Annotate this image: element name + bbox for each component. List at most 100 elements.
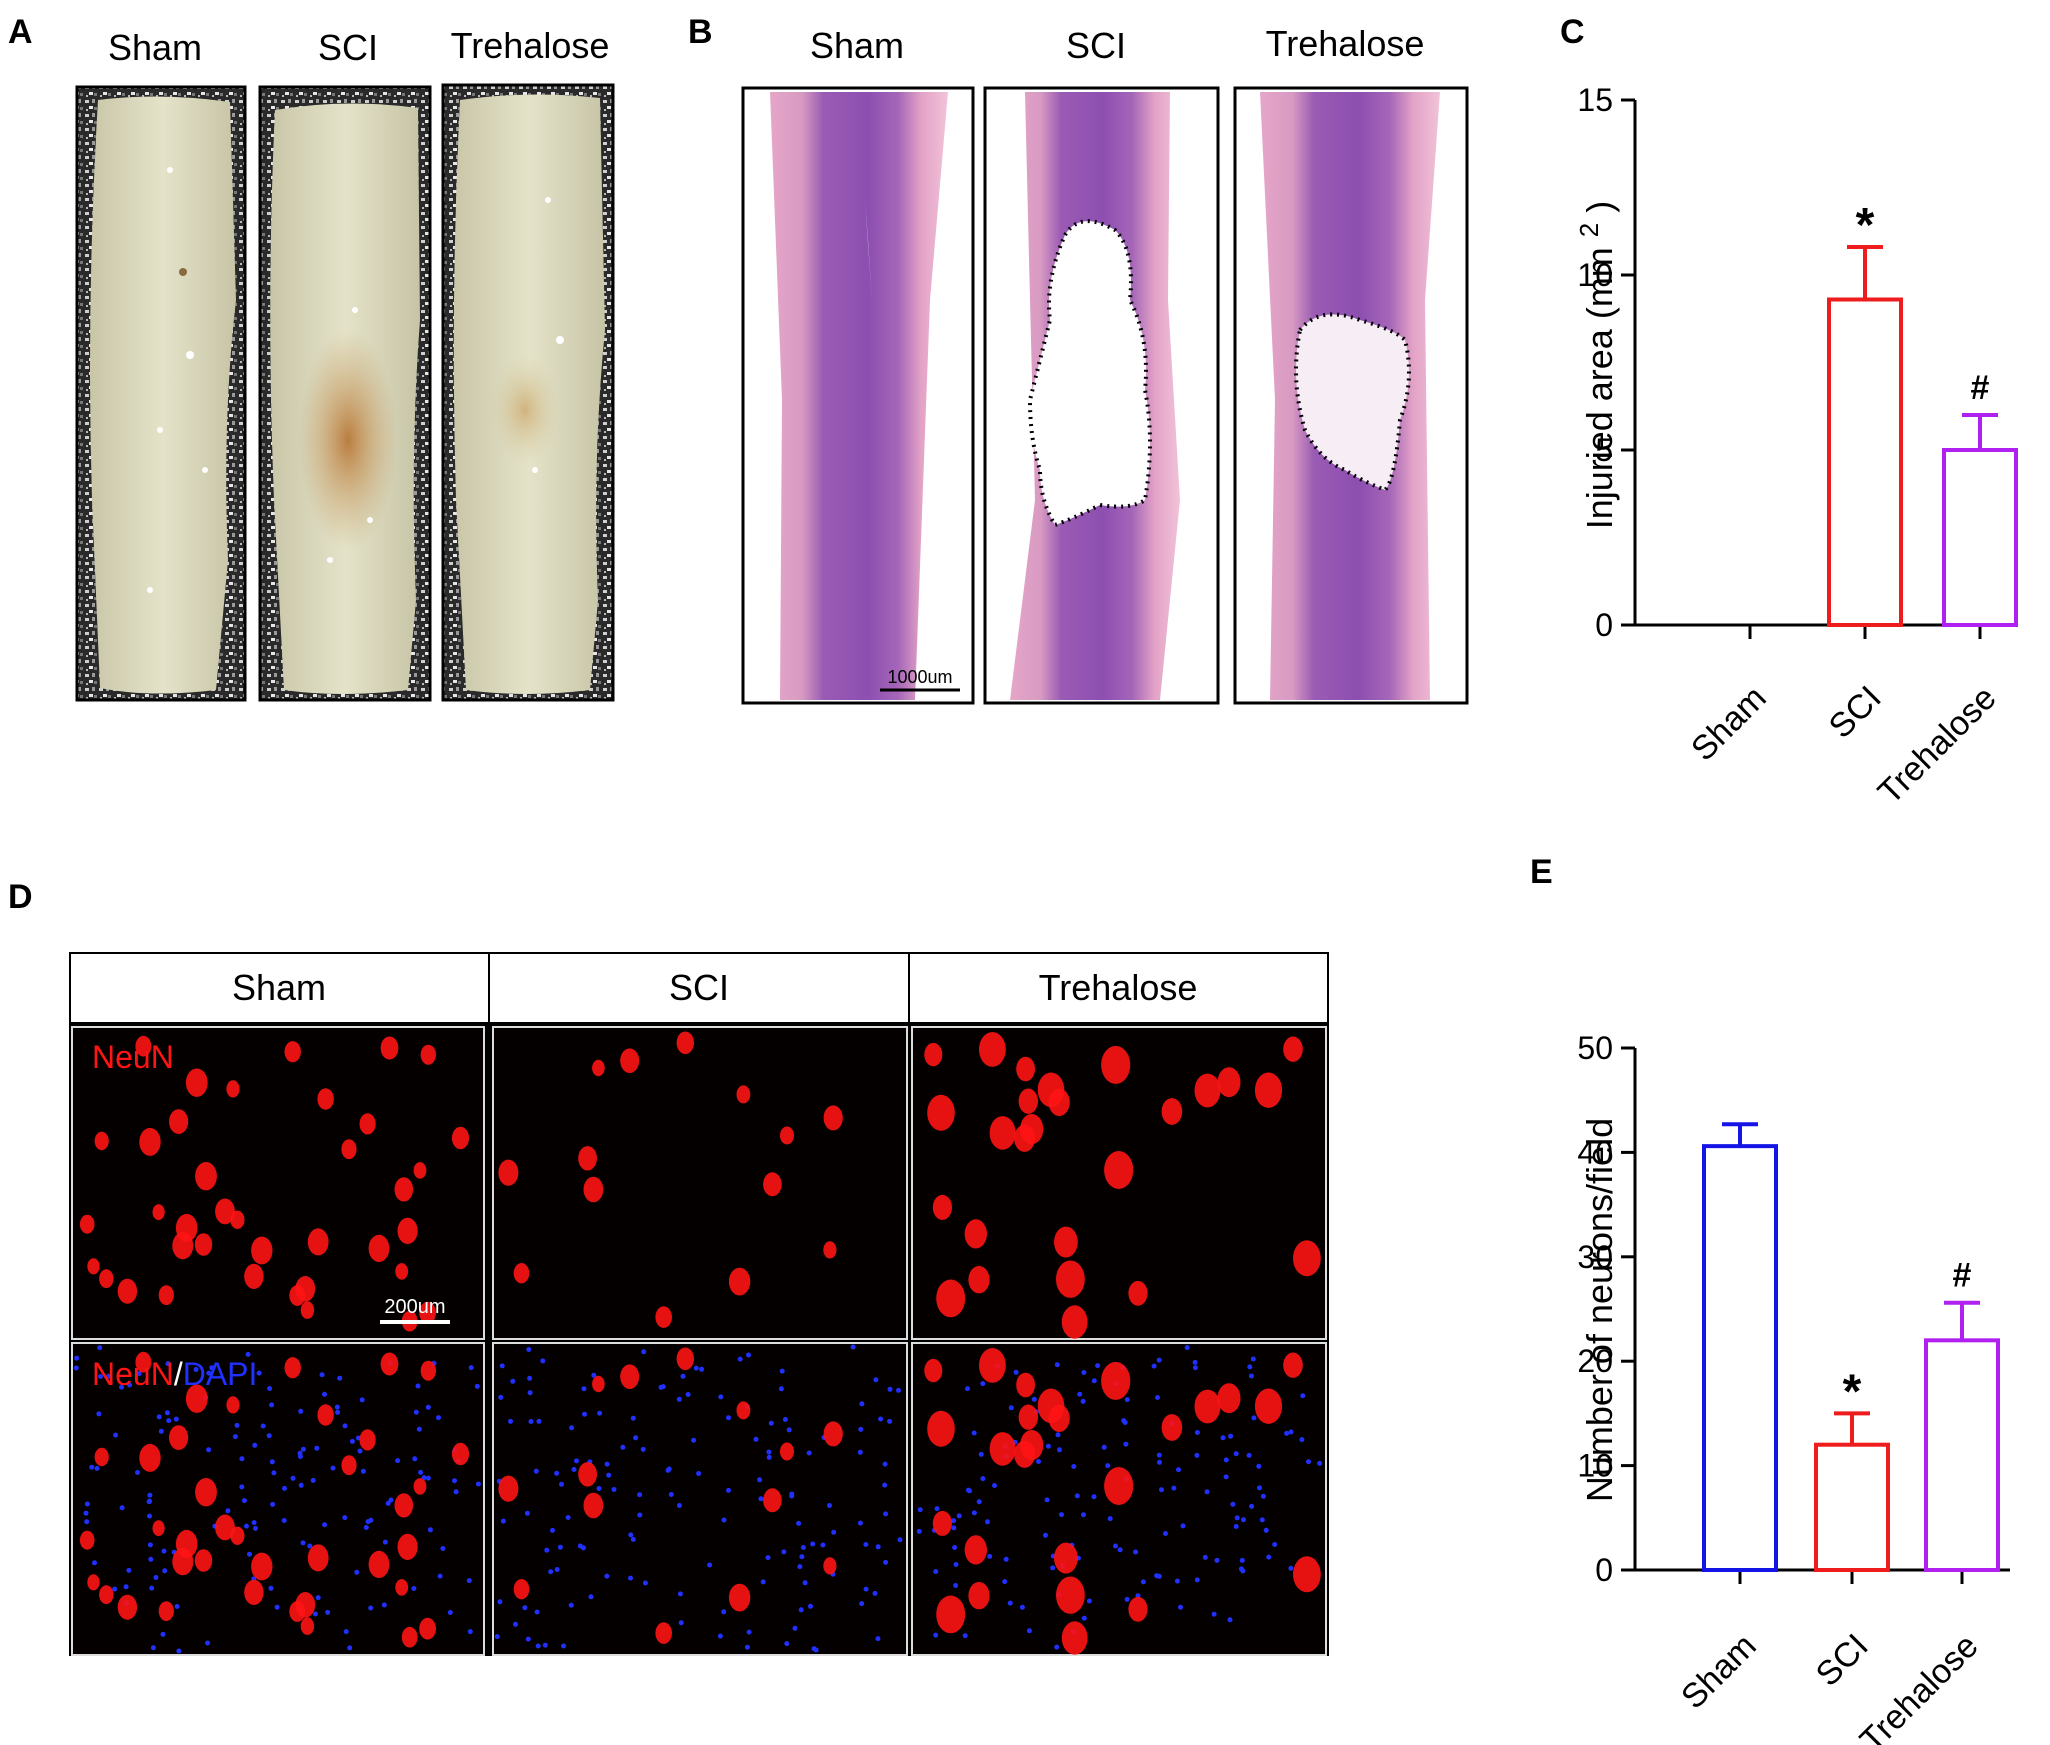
neun-neuron (1194, 1073, 1221, 1108)
y-tick-label: 10 (1577, 1448, 1613, 1484)
dapi-nucleus (976, 1499, 982, 1505)
dapi-nucleus (322, 1391, 327, 1397)
dapi-nucleus (524, 1510, 530, 1516)
neun-neuron (932, 1194, 953, 1220)
dapi-nucleus (678, 1620, 684, 1626)
photo-sci-cord (258, 85, 432, 702)
dapi-nucleus (1317, 1460, 1323, 1466)
dapi-nucleus (1050, 1565, 1056, 1571)
neun-neuron (413, 1162, 427, 1179)
neun-neuron (195, 1478, 217, 1507)
dapi-nucleus (498, 1394, 504, 1400)
dapi-nucleus (310, 1477, 316, 1483)
neun-neuron (728, 1583, 751, 1612)
dapi-nucleus (606, 1472, 612, 1478)
dapi-nucleus (1080, 1398, 1086, 1404)
dapi-nucleus (415, 1383, 421, 1389)
dapi-nucleus (1101, 1444, 1107, 1450)
dapi-nucleus (934, 1506, 940, 1512)
neun-neuron (1293, 1556, 1321, 1593)
y-axis-label-sup: 2 (1574, 223, 1604, 237)
if-tile (71, 1342, 485, 1656)
dapi-nucleus (1077, 1391, 1083, 1397)
photo-trehalose-cord (441, 83, 615, 702)
neun-neuron (300, 1617, 315, 1635)
neun-neuron (284, 1357, 301, 1379)
neun-neuron (307, 1544, 329, 1572)
dapi-nucleus (637, 1512, 643, 1518)
y-tick-label: 5 (1595, 432, 1613, 468)
dapi-nucleus (314, 1445, 320, 1451)
significance-mark: # (1953, 1257, 1972, 1295)
panel-b-label-trehalose: Trehalose (1266, 23, 1425, 64)
dapi-nucleus (1171, 1485, 1177, 1491)
dapi-nucleus (1223, 1474, 1229, 1480)
neun-neuron (1254, 1388, 1283, 1424)
x-tick-label: Sham (1684, 679, 1774, 769)
dapi-nucleus (820, 1542, 826, 1548)
neun-neuron (194, 1549, 213, 1572)
dapi-nucleus (1003, 1556, 1009, 1562)
neun-neuron (1101, 1361, 1131, 1400)
dapi-nucleus (875, 1544, 881, 1550)
neun-neuron (419, 1617, 436, 1640)
neun-neuron (1101, 1045, 1131, 1084)
dapi-nucleus (1176, 1467, 1181, 1473)
dapi-nucleus (244, 1523, 249, 1529)
dapi-nucleus (1002, 1579, 1008, 1585)
dapi-nucleus (232, 1434, 238, 1440)
dapi-nucleus (642, 1580, 648, 1586)
neun-neuron (451, 1442, 470, 1466)
neun-neuron (139, 1443, 161, 1472)
neun-neuron (135, 1351, 152, 1373)
dapi-nucleus (768, 1420, 774, 1426)
dapi-nucleus (588, 1594, 594, 1600)
neun-neuron (251, 1552, 273, 1581)
dapi-nucleus (527, 1390, 533, 1396)
dapi-nucleus (540, 1358, 546, 1364)
dapi-nucleus (620, 1444, 626, 1450)
dapi-nucleus (685, 1392, 691, 1397)
dapi-nucleus (691, 1437, 697, 1443)
dapi-nucleus (765, 1555, 771, 1561)
dapi-nucleus (1054, 1362, 1060, 1368)
dapi-nucleus (149, 1585, 155, 1591)
neun-neuron (780, 1442, 794, 1461)
dapi-nucleus (721, 1609, 727, 1615)
dapi-nucleus (84, 1501, 90, 1507)
neun-neuron (395, 1263, 409, 1280)
dapi-nucleus (561, 1643, 566, 1649)
neun-neuron (289, 1285, 306, 1306)
neun-neuron (1056, 1260, 1085, 1298)
neun-neuron (420, 1360, 436, 1381)
neun-neuron (341, 1455, 357, 1476)
dapi-nucleus (1239, 1557, 1245, 1563)
dapi-nucleus (802, 1580, 808, 1586)
dapi-nucleus (1227, 1617, 1233, 1623)
dapi-nucleus (628, 1575, 633, 1581)
if-tile (492, 1342, 908, 1656)
dapi-nucleus (427, 1527, 433, 1533)
dapi-nucleus (1228, 1433, 1234, 1439)
dapi-nucleus (1263, 1527, 1269, 1533)
dapi-nucleus (897, 1537, 903, 1543)
neun-neuron (99, 1269, 114, 1289)
neun-neuron (1016, 1372, 1035, 1398)
neun-neuron (1293, 1240, 1321, 1277)
dapi-nucleus (1155, 1395, 1160, 1400)
neun-neuron (1056, 1576, 1085, 1614)
neun-neuron (763, 1488, 782, 1513)
dapi-nucleus (252, 1442, 258, 1448)
dapi-nucleus (500, 1518, 506, 1524)
dapi-nucleus (325, 1609, 331, 1615)
dapi-nucleus (322, 1522, 328, 1528)
dapi-nucleus (858, 1426, 864, 1432)
dapi-nucleus (873, 1377, 879, 1383)
dapi-nucleus (1249, 1373, 1254, 1379)
dapi-nucleus (97, 1345, 103, 1351)
dapi-nucleus (193, 1367, 199, 1372)
neun-neuron (368, 1550, 390, 1578)
dapi-nucleus (1194, 1452, 1200, 1458)
neun-neuron (158, 1601, 174, 1621)
dapi-nucleus (98, 1374, 103, 1379)
